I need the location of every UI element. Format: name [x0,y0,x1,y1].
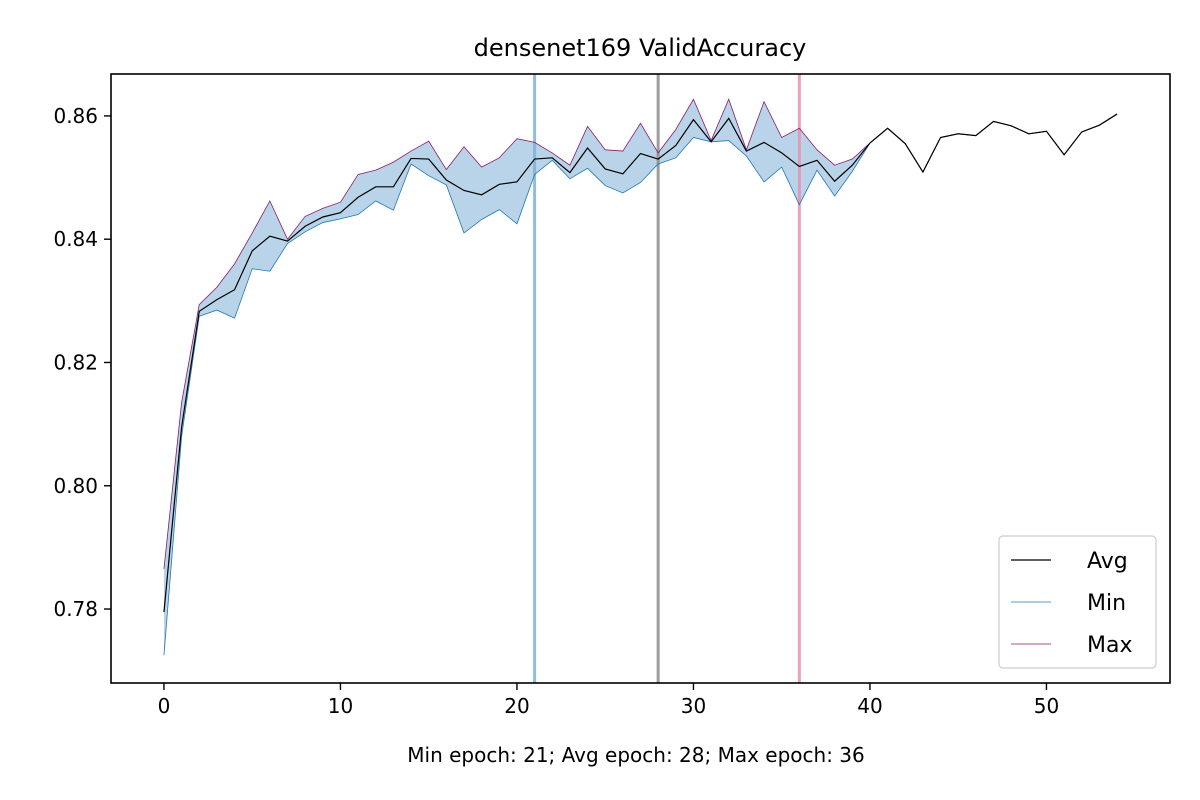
y-tick-label: 0.78 [53,597,98,621]
y-tick-label: 0.84 [53,227,98,251]
x-tick-label: 10 [328,694,353,718]
legend-label-min: Min [1087,591,1126,616]
legend: Avg Min Max [998,535,1157,669]
y-tick-label: 0.82 [53,350,98,374]
legend-label-max: Max [1087,633,1132,658]
y-tick-label: 0.80 [53,474,98,498]
legend-box [998,535,1157,669]
y-axis: 0.78 0.80 0.82 0.84 0.86 [53,104,111,621]
axes-frame [110,73,1171,684]
x-axis: 0 10 20 30 40 50 [158,683,1059,718]
x-tick-label: 50 [1034,694,1059,718]
chart-title: densenet169 ValidAccuracy [474,34,807,62]
x-tick-label: 20 [504,694,529,718]
x-tick-label: 30 [681,694,706,718]
series-line-avg [163,113,1118,613]
y-tick-label: 0.86 [53,104,98,128]
legend-label-avg: Avg [1087,549,1128,574]
x-axis-label: Min epoch: 21; Avg epoch: 28; Max epoch:… [407,743,865,767]
plot-area [163,74,1118,683]
x-tick-label: 0 [158,694,171,718]
x-tick-label: 40 [857,694,882,718]
